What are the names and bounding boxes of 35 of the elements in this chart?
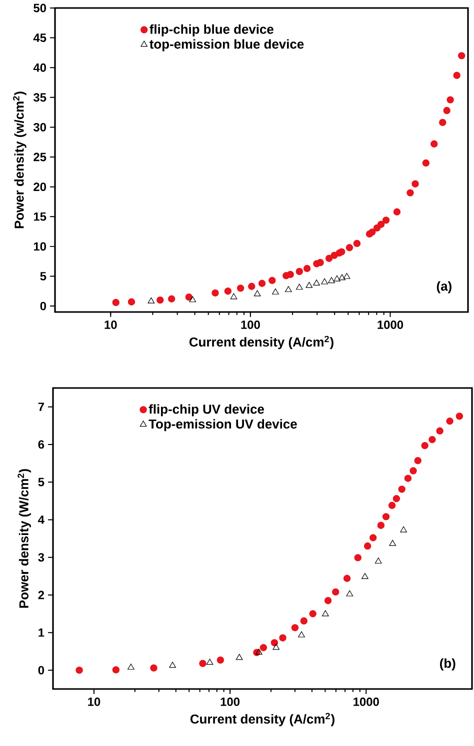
y-tick-label: 0 [38, 666, 44, 674]
y-tick-label: 30 [33, 122, 46, 132]
y-tick-label: 0 [40, 302, 46, 310]
legend-label: top-emission blue device [150, 39, 304, 52]
y-tick-label: 45 [33, 34, 46, 42]
legend-label: flip-chip UV device [148, 404, 264, 416]
legend-label: Top-emission UV device [148, 419, 297, 432]
y-tick-label: 20 [34, 182, 46, 192]
y-axis-title: Power density (w/cm$^{2}$) [12, 92, 26, 228]
y-tick-label: 4 [38, 516, 44, 524]
y-tick-label: 15 [34, 212, 46, 221]
x-tick-label: 10 [104, 320, 117, 329]
y-tick-label: 5 [40, 272, 46, 280]
x-tick-label: 10 [88, 698, 100, 706]
y-tick-label: 35 [33, 93, 46, 102]
y-tick-label: 40 [33, 63, 46, 72]
x-tick-label: 1000 [378, 320, 404, 329]
y-tick-label: 1 [38, 628, 44, 637]
annotation: (b) [440, 658, 456, 670]
y-tick-label: 25 [34, 152, 46, 162]
x-axis-title: Current density (A/cm$^{2}$) [190, 712, 334, 726]
y-tick-label: 2 [38, 590, 44, 600]
y-tick-label: 3 [38, 553, 44, 562]
legend-label: flip-chip blue device [150, 24, 274, 36]
y-tick-label: 50 [34, 4, 46, 12]
y-tick-label: 6 [38, 440, 44, 449]
x-tick-label: 100 [241, 320, 260, 329]
y-tick-label: 10 [34, 242, 46, 251]
annotation: (a) [436, 281, 452, 294]
y-tick-label: 5 [38, 478, 44, 486]
x-tick-label: 1000 [354, 698, 379, 706]
x-tick-label: 100 [220, 698, 240, 706]
y-axis-title: Power density (W/cm$^{2}$) [18, 469, 31, 608]
x-axis-title: Current density (A/cm$^{2}$) [189, 336, 334, 350]
y-tick-label: 7 [38, 402, 44, 411]
